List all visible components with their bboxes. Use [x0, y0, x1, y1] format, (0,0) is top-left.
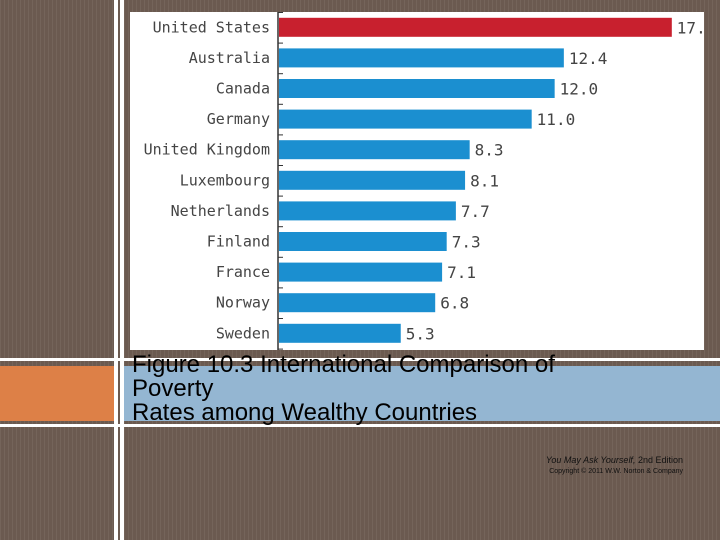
value-label: 6.8 [440, 294, 469, 313]
decor-horizontal-line-bottom [0, 424, 720, 427]
bar [279, 48, 564, 68]
decor-vertical-line-left [114, 0, 118, 540]
bar [279, 323, 401, 343]
title-band [124, 366, 720, 421]
slide-title-line-1: Figure 10.3 International Comparison of [132, 351, 555, 378]
source-credit: You May Ask Yourself, 2nd Edition Copyri… [440, 454, 683, 478]
source-edition: 2nd Edition [635, 455, 683, 465]
decor-vertical-line-right [120, 0, 124, 540]
category-label: Luxembourg [180, 171, 270, 189]
category-label: France [216, 263, 270, 281]
bar [279, 17, 672, 37]
slide-title: Figure 10.3 International Comparison of … [132, 353, 692, 425]
chart-panel: United States 17.1 Australia 12.4 Canada 12.0… [130, 12, 704, 350]
slide-title-line-3: Rates among Wealthy Countries [132, 399, 478, 426]
copyright-text: Copyright © 2011 W.W. Norton & Company [549, 468, 683, 475]
bar [279, 170, 466, 190]
bar [279, 201, 456, 221]
value-label: 5.3 [406, 324, 435, 343]
category-label: Norway [216, 294, 270, 312]
category-label: Canada [216, 80, 270, 98]
bar [279, 109, 532, 129]
category-label: United States [153, 18, 270, 36]
category-label: Netherlands [171, 202, 270, 220]
value-label: 17.1 [677, 18, 704, 37]
decor-horizontal-line-top [0, 358, 720, 361]
category-label: United Kingdom [144, 141, 270, 159]
value-label: 7.3 [452, 233, 481, 252]
category-label: Sweden [216, 324, 270, 342]
source-book-title: You May Ask Yourself, [545, 455, 636, 465]
value-label: 8.3 [475, 141, 504, 160]
accent-block [0, 366, 114, 421]
bar-chart: United States 17.1 Australia 12.4 Canada 12.0… [144, 12, 704, 350]
value-label: 7.1 [447, 263, 476, 282]
bar [279, 232, 447, 251]
value-label: 12.0 [560, 80, 599, 99]
value-label: 12.4 [569, 49, 608, 68]
bar [279, 262, 443, 282]
source-citation: You May Ask Yourself, 2nd Edition [440, 454, 683, 466]
bar [279, 79, 555, 98]
value-label: 7.7 [461, 202, 490, 221]
slide-title-line-2: Poverty [132, 375, 214, 402]
bar [279, 140, 470, 160]
category-label: Finland [207, 233, 270, 251]
value-label: 8.1 [470, 171, 499, 190]
value-label: 11.0 [537, 110, 576, 129]
bar [279, 293, 436, 313]
category-label: Australia [189, 49, 270, 67]
category-label: Germany [207, 110, 270, 128]
